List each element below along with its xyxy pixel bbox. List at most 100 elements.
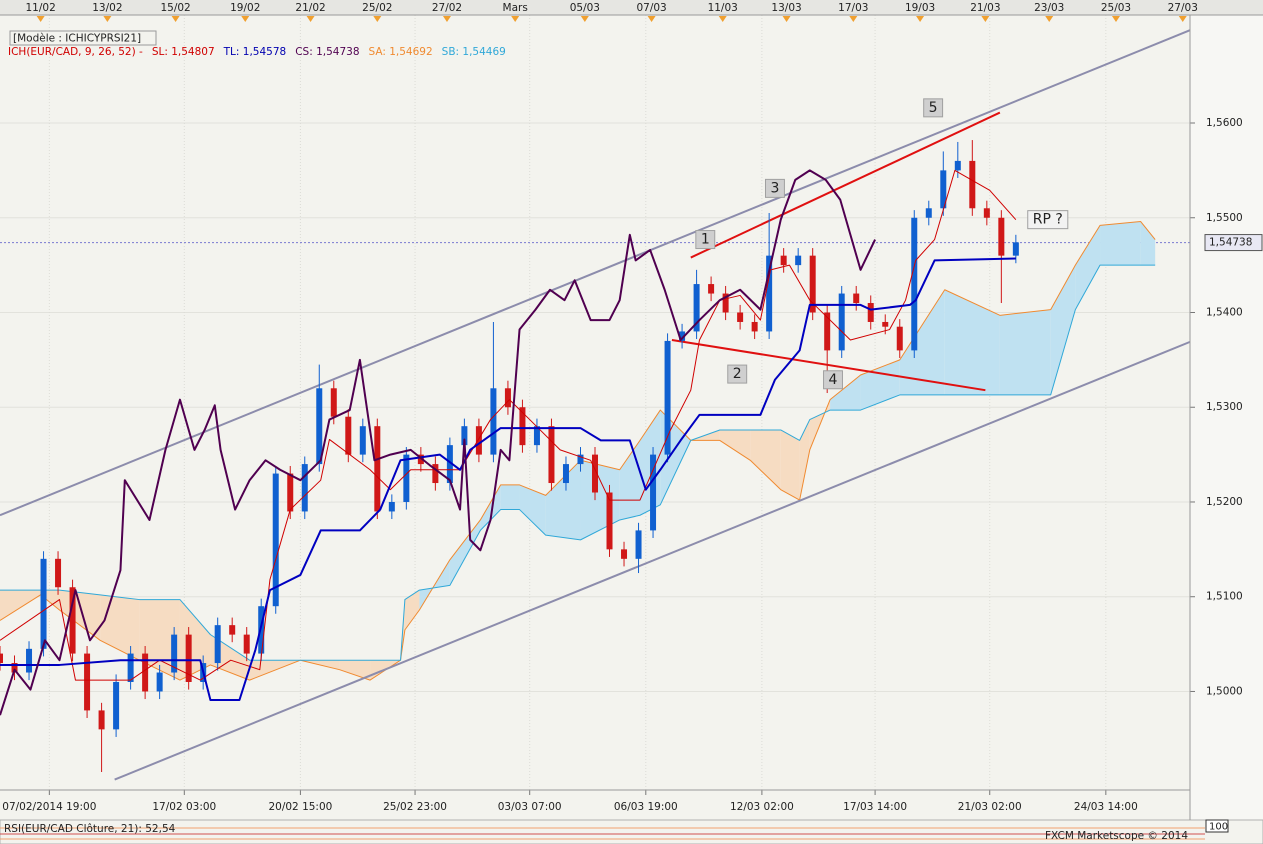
- candle-body: [650, 454, 657, 531]
- candle-body: [606, 492, 613, 550]
- legend-entry: SL: 1,54807: [152, 46, 215, 58]
- cloud-fill: [750, 429, 781, 490]
- candle-body: [940, 170, 947, 209]
- candle-body: [751, 321, 758, 332]
- top-tick-label: 23/03: [1034, 2, 1064, 14]
- top-tick-label: Mars: [503, 2, 528, 14]
- top-tick-marker: [171, 16, 180, 22]
- top-tick-marker: [981, 16, 990, 22]
- top-tick-marker: [1178, 16, 1187, 22]
- top-tick-label: 05/03: [570, 2, 600, 14]
- candle-body: [142, 653, 149, 692]
- candle-body: [301, 464, 308, 512]
- cloud-fill: [449, 519, 481, 586]
- x-tick-label: 21/03 02:00: [958, 801, 1022, 813]
- top-tick-label: 13/03: [771, 2, 801, 14]
- cloud-fill: [545, 460, 581, 540]
- candle-body: [26, 648, 33, 673]
- legend-entry: SB: 1,54469: [442, 46, 506, 58]
- candle-body: [664, 340, 671, 455]
- candle-body: [171, 634, 178, 673]
- candle-body: [243, 634, 250, 654]
- annotation-box: [923, 98, 944, 118]
- candle-body: [983, 208, 990, 218]
- y-tick-label: 1,5000: [1206, 685, 1243, 697]
- rsi-tick-box: [1205, 819, 1229, 833]
- y-tick-label: 1,5600: [1206, 117, 1243, 129]
- cloud-fill: [780, 429, 800, 501]
- cloud-fill: [1100, 221, 1141, 266]
- annotation-box: [823, 370, 843, 390]
- annotation-label: 1: [701, 232, 710, 248]
- top-tick-label: 25/02: [362, 2, 392, 14]
- candle-body: [795, 255, 802, 266]
- candle-body: [229, 625, 236, 635]
- legend-entry: ICH(EUR/CAD, 9, 26, 52) -: [8, 46, 143, 58]
- candle-body: [374, 426, 381, 512]
- y-tick-label: 1,5200: [1206, 496, 1243, 508]
- top-tick-marker: [306, 16, 315, 22]
- top-tick-marker: [511, 16, 520, 22]
- candle-body: [592, 454, 598, 493]
- top-tick-marker: [849, 16, 858, 22]
- candle-body: [853, 293, 860, 304]
- top-tick-label: 19/02: [230, 2, 260, 14]
- y-tick-label: 1,5500: [1206, 212, 1243, 224]
- cloud-fill: [500, 484, 520, 510]
- cloud-fill: [100, 594, 140, 661]
- candle-body: [316, 388, 323, 465]
- candle-body: [40, 558, 47, 649]
- x-tick-label: 24/03 14:00: [1074, 801, 1138, 813]
- top-tick-marker: [241, 16, 250, 22]
- x-tick-label: 12/03 02:00: [730, 801, 794, 813]
- candle-body: [925, 208, 932, 218]
- y-tick-label: 1,5300: [1206, 401, 1243, 413]
- indicator-legend: ICH(EUR/CAD, 9, 26, 52) - SL: 1,54807 TL: …: [8, 46, 506, 58]
- candle-body: [504, 388, 511, 408]
- candle-body: [635, 530, 642, 559]
- x-tick-label: 25/02 23:00: [383, 801, 447, 813]
- last-price-box: [1204, 234, 1263, 252]
- top-tick-label: 11/03: [708, 2, 738, 14]
- candle-body: [417, 454, 424, 465]
- candle-body: [345, 416, 352, 455]
- top-tick-label: 21/03: [970, 2, 1000, 14]
- cloud-fill: [999, 309, 1051, 395]
- cloud-fill: [404, 590, 420, 630]
- x-tick-label: 06/03 19:00: [614, 801, 678, 813]
- candle-body: [127, 653, 134, 682]
- footer: FXCM Marketscope © 2014: [1045, 830, 1188, 842]
- candle-body: [156, 672, 163, 692]
- candle-body: [461, 426, 468, 446]
- annotation-box: [695, 230, 716, 250]
- legend-entry: CS: 1,54738: [295, 46, 359, 58]
- cloud-fill: [519, 484, 546, 536]
- candle-body: [0, 653, 3, 664]
- top-tick-marker: [718, 16, 727, 22]
- top-tick-label: 17/03: [838, 2, 868, 14]
- span-b-line: [0, 264, 1156, 661]
- annotation-box: [727, 364, 748, 384]
- y-tick-label: 1,5400: [1206, 306, 1243, 318]
- cloud-fill: [719, 429, 751, 461]
- candle-body: [475, 426, 482, 455]
- top-tick-marker: [916, 16, 925, 22]
- x-tick-label: 03/03 07:00: [498, 801, 562, 813]
- legend-entry: SA: 1,54692: [369, 46, 433, 58]
- x-tick-label: 17/03 14:00: [843, 801, 907, 813]
- cloud-fill: [339, 660, 371, 681]
- candle-body: [214, 625, 221, 664]
- rsi-strip: [0, 819, 1263, 844]
- top-tick-label: 11/02: [26, 2, 56, 14]
- cloud-fill: [830, 375, 861, 411]
- candle-body: [432, 464, 439, 484]
- candle-body: [621, 549, 628, 559]
- top-tick-marker: [36, 16, 45, 22]
- candle-body: [533, 426, 540, 446]
- top-tick-marker: [1045, 16, 1054, 22]
- indicator-line: [0, 169, 876, 716]
- candle-body: [330, 388, 337, 417]
- candle-body: [780, 255, 787, 266]
